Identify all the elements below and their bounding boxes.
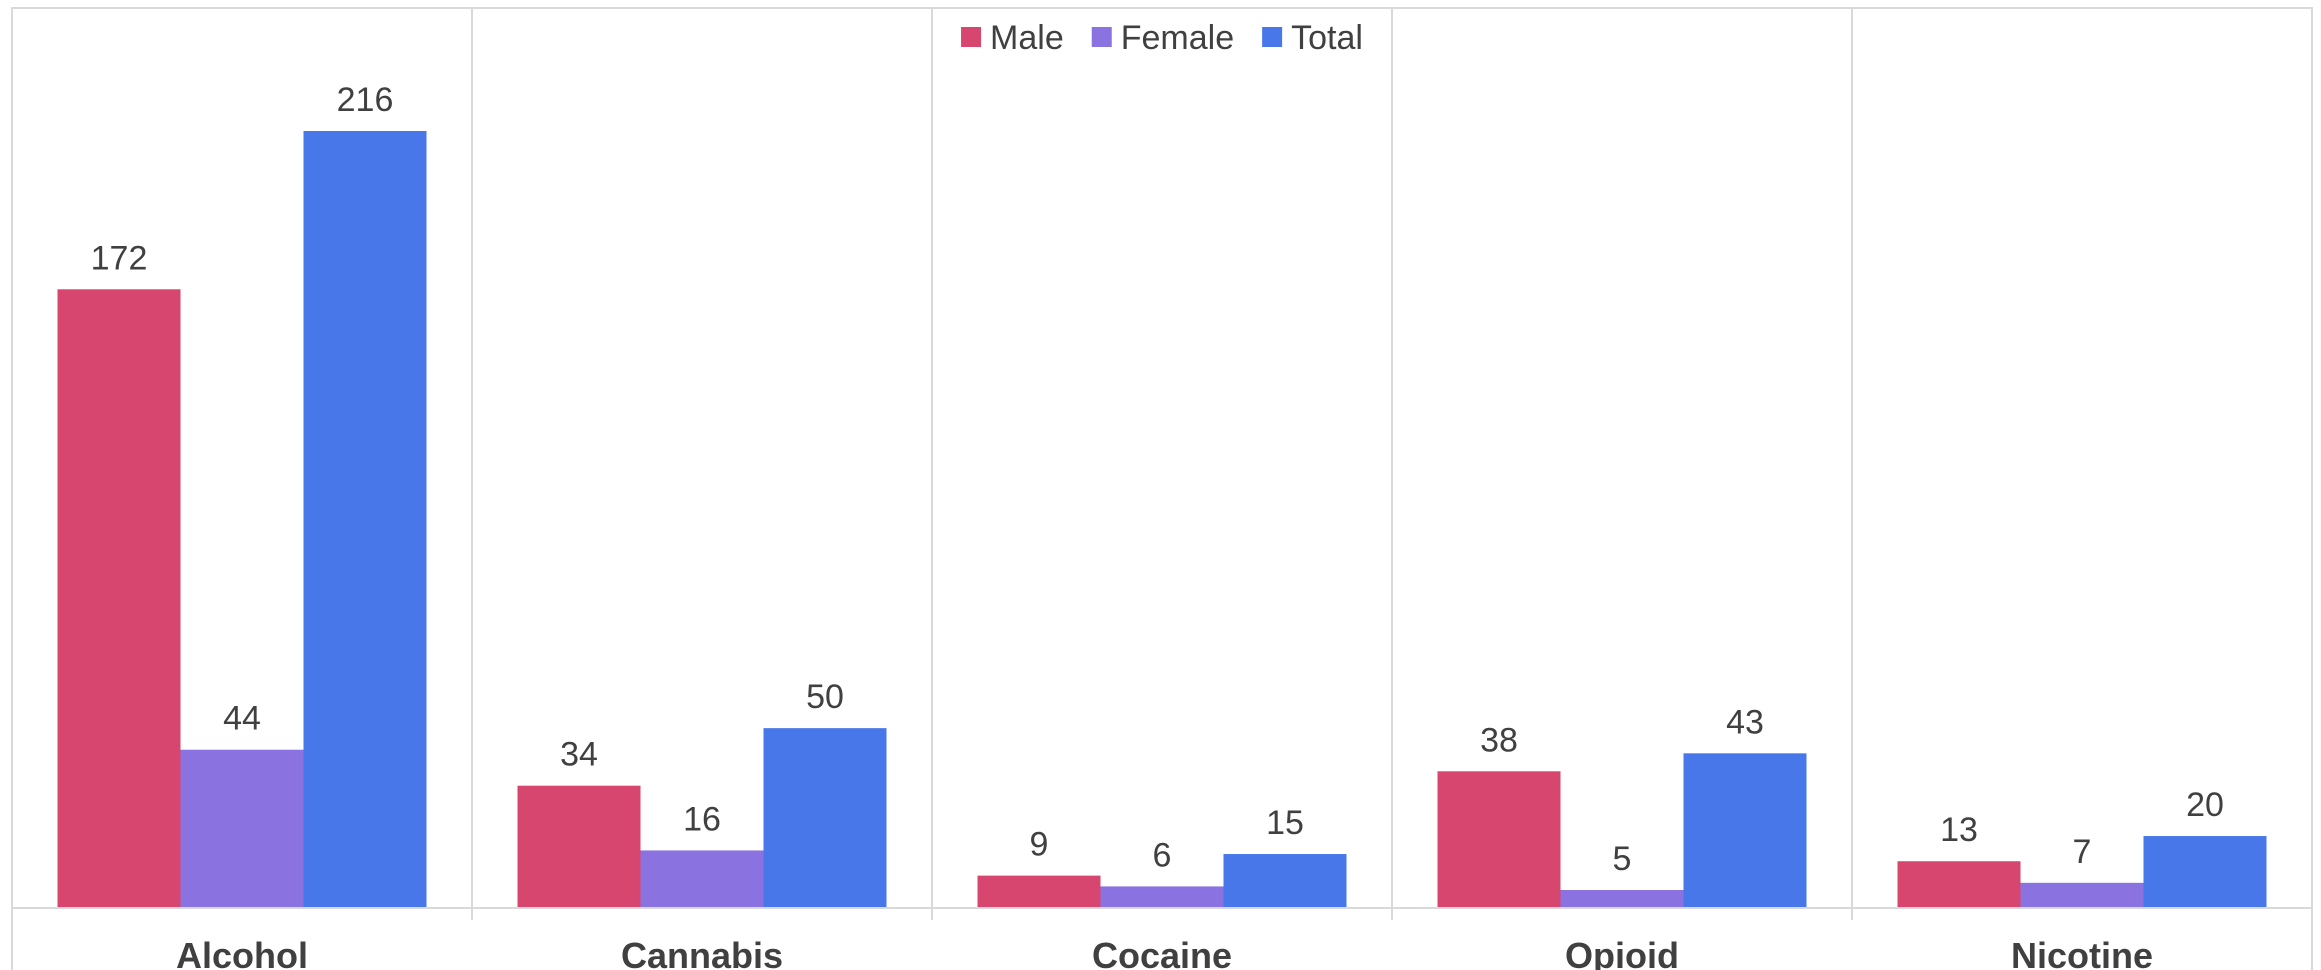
category-label-nicotine: Nicotine	[2011, 935, 2153, 970]
legend-label-female: Female	[1121, 19, 1234, 57]
bar-nicotine-male	[1897, 861, 2021, 908]
legend-item-male: Male	[961, 19, 1064, 57]
data-label-opioid-male: 38	[1480, 721, 1518, 759]
bar-opioid-total	[1683, 753, 1807, 908]
bar-opioid-male	[1437, 771, 1561, 908]
legend-swatch-male	[961, 27, 982, 47]
bar-nicotine-total	[2143, 836, 2267, 908]
data-label-alcohol-male: 172	[91, 239, 148, 277]
legend: Male Female Total	[961, 19, 1363, 57]
data-label-cannabis-female: 16	[683, 800, 721, 838]
data-label-cannabis-male: 34	[560, 736, 598, 774]
bar-nicotine-female	[2020, 882, 2144, 908]
category-label-opioid: Opioid	[1565, 935, 1679, 970]
data-label-opioid-female: 5	[1613, 840, 1632, 878]
data-labels: 172 44 216 34 16 50 9 6 15 38 5 43 13 7 20	[91, 81, 2224, 878]
bar-opioid-female	[1560, 890, 1684, 908]
bar-alcohol-total	[303, 131, 427, 908]
data-label-opioid-total: 43	[1726, 703, 1764, 741]
data-label-cocaine-male: 9	[1030, 826, 1049, 864]
legend-item-female: Female	[1091, 19, 1234, 57]
legend-label-male: Male	[990, 19, 1064, 57]
bar-cocaine-male	[977, 875, 1101, 908]
data-label-cocaine-total: 15	[1266, 804, 1304, 842]
bar-cocaine-female	[1100, 886, 1224, 908]
bar-cannabis-total	[763, 728, 887, 908]
bars	[57, 131, 2267, 908]
bar-alcohol-male	[57, 289, 181, 908]
category-labels: Alcohol Cannabis Cocaine Opioid Nicotine	[176, 935, 2153, 970]
category-separators	[471, 8, 1853, 920]
data-label-alcohol-total: 216	[337, 81, 394, 119]
legend-swatch-total	[1262, 27, 1283, 47]
legend-item-total: Total	[1262, 19, 1363, 57]
bar-cannabis-male	[517, 785, 641, 908]
data-label-cannabis-total: 50	[806, 678, 844, 716]
data-label-nicotine-male: 13	[1940, 811, 1978, 849]
data-label-alcohol-female: 44	[223, 700, 261, 738]
category-label-alcohol: Alcohol	[176, 935, 308, 970]
data-label-cocaine-female: 6	[1153, 836, 1172, 874]
bar-alcohol-female	[180, 749, 304, 908]
legend-swatch-female	[1091, 27, 1112, 47]
bar-cannabis-female	[640, 850, 764, 908]
category-label-cannabis: Cannabis	[621, 935, 783, 970]
legend-label-total: Total	[1291, 19, 1363, 57]
category-label-cocaine: Cocaine	[1092, 935, 1232, 970]
bar-cocaine-total	[1223, 854, 1347, 908]
data-label-nicotine-female: 7	[2073, 833, 2092, 871]
data-label-nicotine-total: 20	[2186, 786, 2224, 824]
